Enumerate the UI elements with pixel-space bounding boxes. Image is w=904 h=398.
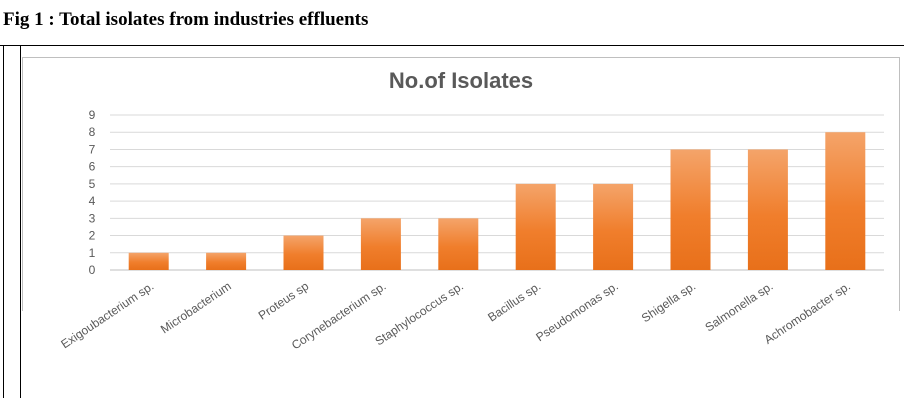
y-tick-label: 3	[89, 211, 96, 225]
y-tick-label: 0	[89, 263, 96, 277]
bar	[593, 183, 634, 270]
x-tick-label: Exigoubacterium sp.	[58, 279, 156, 351]
chart-area-border	[22, 57, 900, 311]
bar	[670, 149, 711, 270]
bar	[747, 149, 788, 270]
y-tick-label: 2	[89, 229, 96, 243]
chart-title: No.of Isolates	[389, 68, 533, 93]
bars	[128, 132, 866, 270]
y-tick-label: 1	[89, 246, 96, 260]
bar	[360, 218, 401, 270]
x-axis-labels: Exigoubacterium sp. Microbacterium Proteus…	[58, 279, 853, 353]
bar	[825, 132, 866, 270]
x-tick-label: Salmonella sp.	[702, 279, 775, 335]
inner-left-line	[20, 46, 21, 398]
y-axis-ticks: 0 1 2 3 4 5 6 7 8 9	[89, 108, 96, 277]
bar	[515, 183, 556, 270]
x-tick-label: Pseudomonas sp.	[533, 279, 620, 344]
x-tick-label: Microbacterium	[158, 279, 234, 336]
bar	[128, 252, 169, 270]
figure-caption: Fig 1 : Total isolates from industries e…	[0, 0, 904, 46]
y-tick-label: 8	[89, 125, 96, 139]
x-tick-label: Proteus sp	[256, 279, 312, 323]
y-tick-label: 9	[89, 108, 96, 122]
bar	[438, 218, 479, 270]
left-border-line	[3, 46, 4, 398]
y-tick-label: 4	[89, 194, 96, 208]
x-tick-label: Achromobacter sp.	[762, 279, 853, 347]
y-tick-label: 7	[89, 142, 96, 156]
y-tick-label: 5	[89, 177, 96, 191]
x-tick-label: Shigella sp.	[639, 279, 698, 325]
bar	[206, 252, 247, 270]
bar	[283, 235, 324, 270]
y-tick-label: 6	[89, 160, 96, 174]
x-tick-label: Bacillus sp.	[485, 279, 543, 325]
